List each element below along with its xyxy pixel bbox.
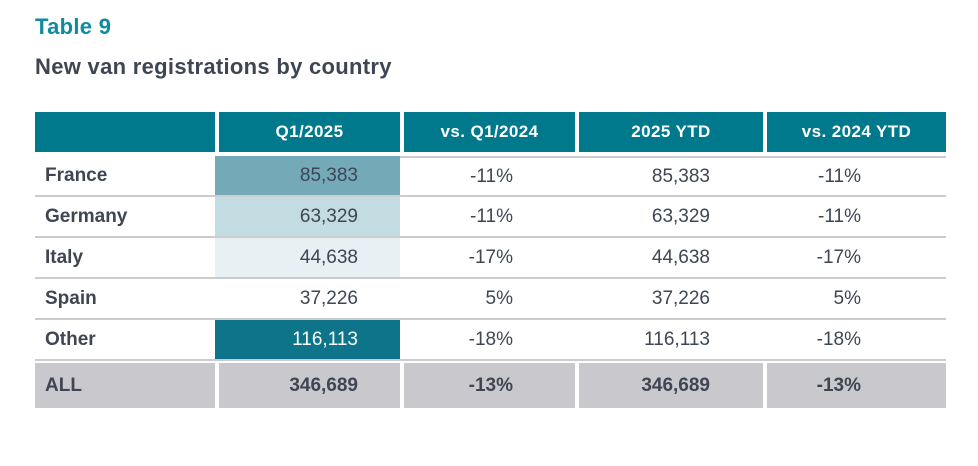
q1-2025-value-heatcell: 44,638 (215, 238, 400, 279)
total-vs-q1-2024-value: -13% (400, 361, 575, 408)
country-label: Germany (35, 197, 215, 238)
country-label: Italy (35, 238, 215, 279)
page-subtitle: New van registrations by country (35, 54, 392, 79)
table-row-spain: Spain 37,226 5% 37,226 5% (35, 279, 946, 320)
vs-q1-2024-value: -11% (400, 156, 575, 197)
vs-q1-2024-value: -18% (400, 320, 575, 361)
country-label: Other (35, 320, 215, 361)
table-row-france: France 85,383 -11% 85,383 -11% (35, 156, 946, 197)
total-vs-2024-ytd-value: -13% (763, 361, 946, 408)
ytd-2025-value: 37,226 (575, 279, 763, 320)
page-title: Table 9 (35, 14, 112, 39)
ytd-2025-value: 63,329 (575, 197, 763, 238)
vs-q1-2024-value: -11% (400, 197, 575, 238)
q1-2025-value-heatcell: 85,383 (215, 156, 400, 197)
col-header-q1-2025: Q1/2025 (215, 112, 400, 156)
table-row-other: Other 116,113 -18% 116,113 -18% (35, 320, 946, 361)
country-label: Spain (35, 279, 215, 320)
total-ytd-2025-value: 346,689 (575, 361, 763, 408)
country-label: France (35, 156, 215, 197)
col-header-vs-q1-2024: vs. Q1/2024 (400, 112, 575, 156)
q1-2025-value-heatcell: 37,226 (215, 279, 400, 320)
col-header-vs-2024-ytd: vs. 2024 YTD (763, 112, 946, 156)
table-row-germany: Germany 63,329 -11% 63,329 -11% (35, 197, 946, 238)
vs-q1-2024-value: -17% (400, 238, 575, 279)
q1-2025-value-heatcell: 63,329 (215, 197, 400, 238)
total-label: ALL (35, 361, 215, 408)
ytd-2025-value: 85,383 (575, 156, 763, 197)
q1-2025-value-heatcell: 116,113 (215, 320, 400, 361)
vs-2024-ytd-value: -17% (763, 238, 946, 279)
ytd-2025-value: 116,113 (575, 320, 763, 361)
vs-2024-ytd-value: -11% (763, 156, 946, 197)
vs-2024-ytd-value: -11% (763, 197, 946, 238)
van-registrations-table: Q1/2025 vs. Q1/2024 2025 YTD vs. 2024 YT… (35, 112, 946, 408)
total-q1-2025-value: 346,689 (215, 361, 400, 408)
col-header-2025-ytd: 2025 YTD (575, 112, 763, 156)
vs-2024-ytd-value: 5% (763, 279, 946, 320)
vs-2024-ytd-value: -18% (763, 320, 946, 361)
table-row-italy: Italy 44,638 -17% 44,638 -17% (35, 238, 946, 279)
ytd-2025-value: 44,638 (575, 238, 763, 279)
table-row-all-total: ALL 346,689 -13% 346,689 -13% (35, 361, 946, 408)
vs-q1-2024-value: 5% (400, 279, 575, 320)
table-header-row: Q1/2025 vs. Q1/2024 2025 YTD vs. 2024 YT… (35, 112, 946, 156)
col-header-country (35, 112, 215, 156)
